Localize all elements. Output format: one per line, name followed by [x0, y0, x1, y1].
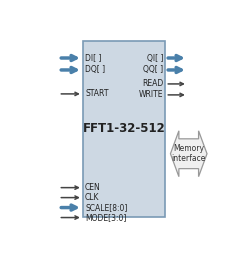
- Text: FFT1-32-512: FFT1-32-512: [83, 122, 165, 135]
- FancyBboxPatch shape: [83, 41, 165, 217]
- Text: QI[ ]: QI[ ]: [147, 54, 163, 62]
- Text: CLK: CLK: [85, 193, 99, 202]
- Text: SCALE[8:0]: SCALE[8:0]: [85, 203, 127, 212]
- Polygon shape: [170, 131, 207, 177]
- Text: READ: READ: [142, 80, 163, 88]
- Text: MODE[3:0]: MODE[3:0]: [85, 213, 126, 222]
- Text: WRITE: WRITE: [138, 90, 163, 99]
- Text: DQ[ ]: DQ[ ]: [85, 66, 105, 75]
- Text: DI[ ]: DI[ ]: [85, 54, 101, 62]
- Text: QQ[ ]: QQ[ ]: [143, 66, 163, 75]
- Text: Memory
interface: Memory interface: [172, 144, 206, 163]
- Text: CEN: CEN: [85, 183, 101, 192]
- Text: START: START: [85, 89, 108, 98]
